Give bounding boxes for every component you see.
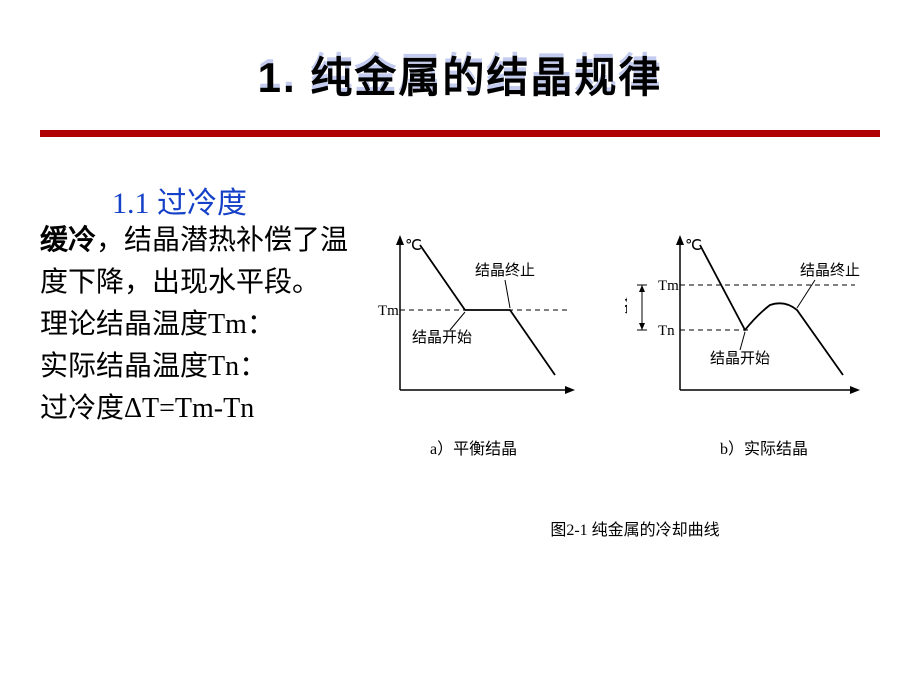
section-subtitle: 1.1 过冷度 <box>112 178 247 222</box>
caption-a: a）平衡结晶 <box>430 435 517 459</box>
start-label-a: 结晶开始 <box>412 329 472 346</box>
y-unit-a: ℃ <box>405 238 422 254</box>
caption-b: b）实际结晶 <box>720 435 808 459</box>
figure-caption: 图2-1 纯金属的冷却曲线 <box>370 516 900 540</box>
tm-label-a: Tm <box>378 303 399 319</box>
tm-label-b: Tm <box>658 278 679 294</box>
y-unit-b: ℃ <box>685 238 702 254</box>
body-bold: 缓冷 <box>40 225 96 256</box>
chart-b: ℃ Tm Tn ΔT 结晶开始 结晶终止 <box>625 230 895 410</box>
body-line4: 过冷度ΔT=Tm-Tn <box>40 393 254 424</box>
page-title: 1. 纯金属的结晶规律 <box>0 44 920 105</box>
tn-label-b: Tn <box>658 323 675 339</box>
body-line3: 实际结晶温度Tn： <box>40 351 267 382</box>
deltat-label: ΔT <box>625 295 631 314</box>
diagram-area: ℃ Tm 结晶开始 结晶终止 ℃ Tm Tn <box>370 230 900 540</box>
title-underline <box>40 130 880 137</box>
slide: 1. 纯金属的结晶规律 1. 纯金属的结晶规律 1.1 过冷度 缓冷，结晶潜热补… <box>0 0 920 690</box>
body-line2: 理论结晶温度Tm： <box>40 309 275 340</box>
start-label-b: 结晶开始 <box>710 350 770 367</box>
body-text: 缓冷，结晶潜热补偿了温度下降，出现水平段。 理论结晶温度Tm： 实际结晶温度Tn… <box>40 220 350 430</box>
end-label-b: 结晶终止 <box>800 262 860 279</box>
chart-a: ℃ Tm 结晶开始 结晶终止 <box>370 230 580 410</box>
end-label-a: 结晶终止 <box>475 262 535 279</box>
